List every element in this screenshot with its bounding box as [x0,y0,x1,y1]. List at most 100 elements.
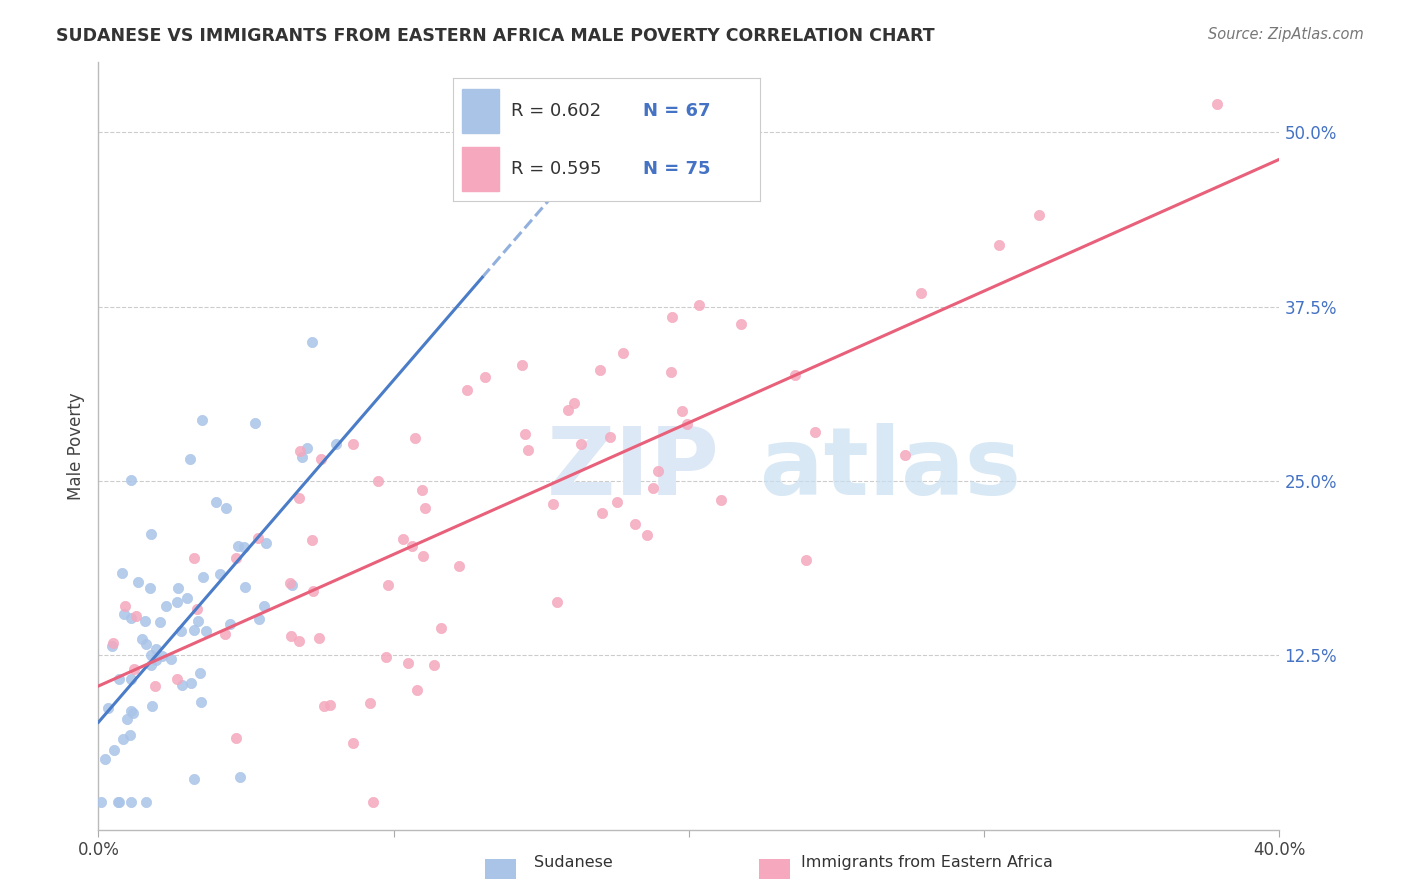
Point [155,599,177,613]
Point [988,238,1011,252]
Point [176,591,198,606]
Point [247,612,270,626]
Point [412,549,434,563]
Point [288,491,311,506]
Point [167,581,190,595]
Point [118,728,141,742]
Point [688,297,710,311]
Point [149,615,172,629]
Point [166,595,188,609]
Point [392,532,415,546]
Point [252,599,274,613]
Point [90,795,112,809]
Point [325,436,347,450]
Point [125,608,148,623]
Point [145,653,167,667]
Point [396,656,419,670]
Point [183,551,205,566]
Point [254,536,277,550]
Point [107,795,129,809]
Point [205,495,228,509]
Point [139,648,162,662]
Point [141,658,163,673]
Point [225,551,247,566]
Point [377,578,399,592]
Point [112,607,135,621]
Point [342,735,364,749]
Point [145,641,167,656]
Point [569,436,592,450]
Point [135,636,157,650]
Text: atlas: atlas [759,423,1021,515]
Point [188,665,211,680]
Point [359,696,381,710]
Point [647,465,669,479]
Point [97,701,120,715]
Point [233,540,256,554]
Y-axis label: Male Poverty: Male Poverty [66,392,84,500]
Point [301,583,323,598]
Point [111,566,134,580]
Point [214,627,236,641]
Point [411,483,433,497]
Point [121,706,143,720]
Point [910,285,932,300]
Point [150,649,173,664]
Point [588,363,610,377]
Point [183,624,205,638]
Point [624,517,647,532]
Point [233,580,256,594]
Point [226,539,249,553]
Text: Source: ZipAtlas.com: Source: ZipAtlas.com [1208,27,1364,42]
Point [141,526,163,541]
Point [794,553,817,567]
Point [229,770,252,784]
Point [122,662,145,676]
Point [447,558,470,573]
Point [170,624,193,638]
Point [314,698,336,713]
Point [103,636,125,650]
Point [659,365,682,379]
Point [280,629,302,643]
Point [301,533,323,547]
Point [404,431,426,445]
Point [101,639,124,653]
Point [401,539,423,553]
Point [783,368,806,382]
Point [374,649,396,664]
Point [661,310,683,324]
Point [186,601,208,615]
Point [456,383,478,397]
Point [1028,208,1050,222]
Point [1205,97,1227,112]
Point [510,358,533,372]
Point [281,578,304,592]
Point [120,473,142,487]
Point [94,752,117,766]
Point [342,436,364,450]
Point [513,427,536,442]
Point [187,614,209,628]
Point [190,695,212,709]
Point [636,528,658,542]
Point [291,450,314,464]
Point [180,676,202,690]
Point [474,370,496,384]
Point [160,652,183,666]
Point [179,452,201,467]
Point [120,611,142,625]
Point [115,712,138,726]
Point [138,581,160,595]
Point [295,441,318,455]
Text: ZIP: ZIP [547,423,720,515]
Point [247,531,270,545]
Point [103,742,125,756]
Point [710,493,733,508]
Point [120,795,142,809]
Text: Sudanese: Sudanese [534,855,613,870]
Point [190,413,212,427]
Point [643,481,665,495]
Point [308,632,330,646]
Point [141,698,163,713]
